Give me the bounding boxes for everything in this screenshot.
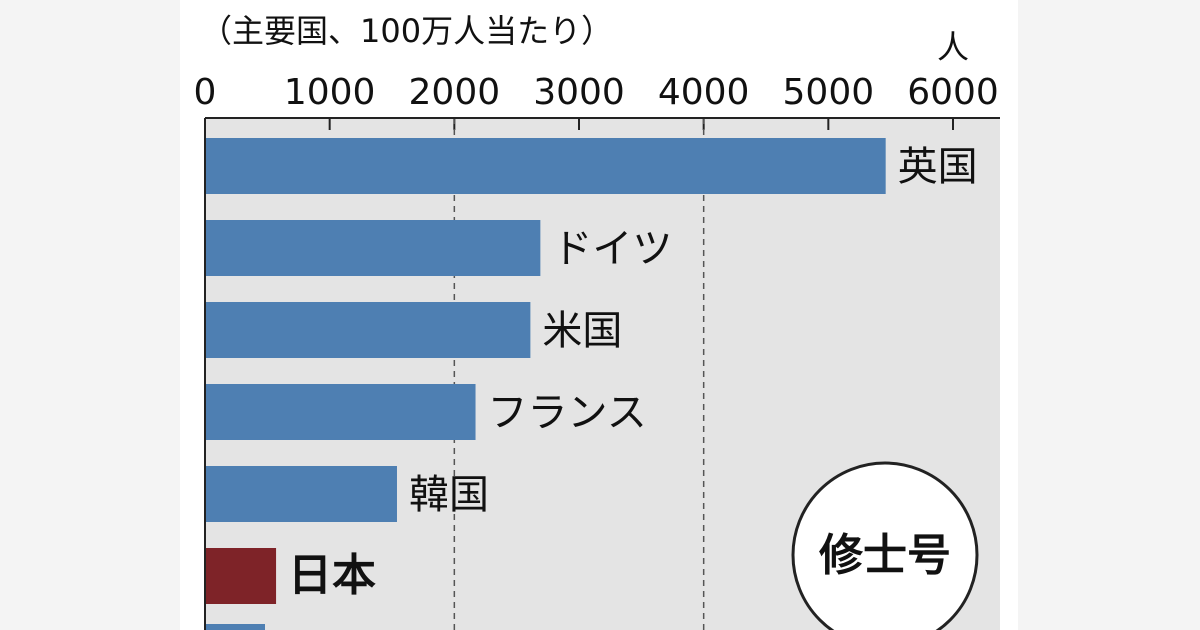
- category-label: 米国: [542, 308, 622, 354]
- bar: [205, 466, 397, 522]
- x-tick-label: 5000: [783, 72, 875, 113]
- bar: [205, 220, 541, 276]
- bar-partial: [205, 624, 265, 630]
- bar: [205, 138, 886, 194]
- bar-chart: （主要国、100万人当たり） 人 0 1000 2000 3000 4000 5000 6000…: [194, 12, 1000, 630]
- x-tick-label: 0: [194, 72, 217, 113]
- x-tick-label: 2000: [409, 72, 501, 113]
- badge-circle: [791, 461, 979, 630]
- category-label: ドイツ: [552, 226, 672, 272]
- x-tick-label: 3000: [533, 72, 625, 113]
- bar: [205, 384, 476, 440]
- badge-label: 修士号: [819, 530, 951, 581]
- chart-subtitle: （主要国、100万人当たり）: [200, 12, 613, 50]
- category-label: 韓国: [409, 472, 489, 518]
- x-tick-label: 1000: [284, 72, 376, 113]
- category-label: 日本: [288, 550, 376, 601]
- bar: [205, 302, 531, 358]
- category-label: 英国: [898, 144, 978, 190]
- x-tick-label: 6000: [907, 72, 999, 113]
- category-label: フランス: [488, 390, 647, 436]
- unit-label: 人: [937, 28, 969, 66]
- x-tick-label: 4000: [658, 72, 750, 113]
- bar: [205, 548, 277, 604]
- chart-card: （主要国、100万人当たり） 人 0 1000 2000 3000 4000 5000 6000…: [180, 0, 1018, 630]
